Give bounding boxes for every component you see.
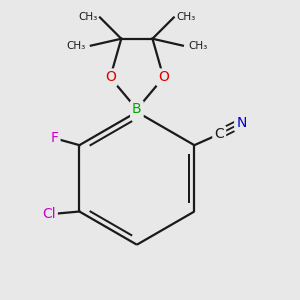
Text: CH₃: CH₃ <box>66 41 85 51</box>
Text: CH₃: CH₃ <box>176 13 196 22</box>
Text: O: O <box>105 70 116 84</box>
Text: C: C <box>214 127 224 141</box>
Text: N: N <box>236 116 247 130</box>
Text: B: B <box>132 102 142 116</box>
Text: CH₃: CH₃ <box>188 41 208 51</box>
Text: F: F <box>50 131 59 145</box>
Text: O: O <box>158 70 169 84</box>
Text: Cl: Cl <box>42 207 56 221</box>
Text: CH₃: CH₃ <box>78 13 97 22</box>
